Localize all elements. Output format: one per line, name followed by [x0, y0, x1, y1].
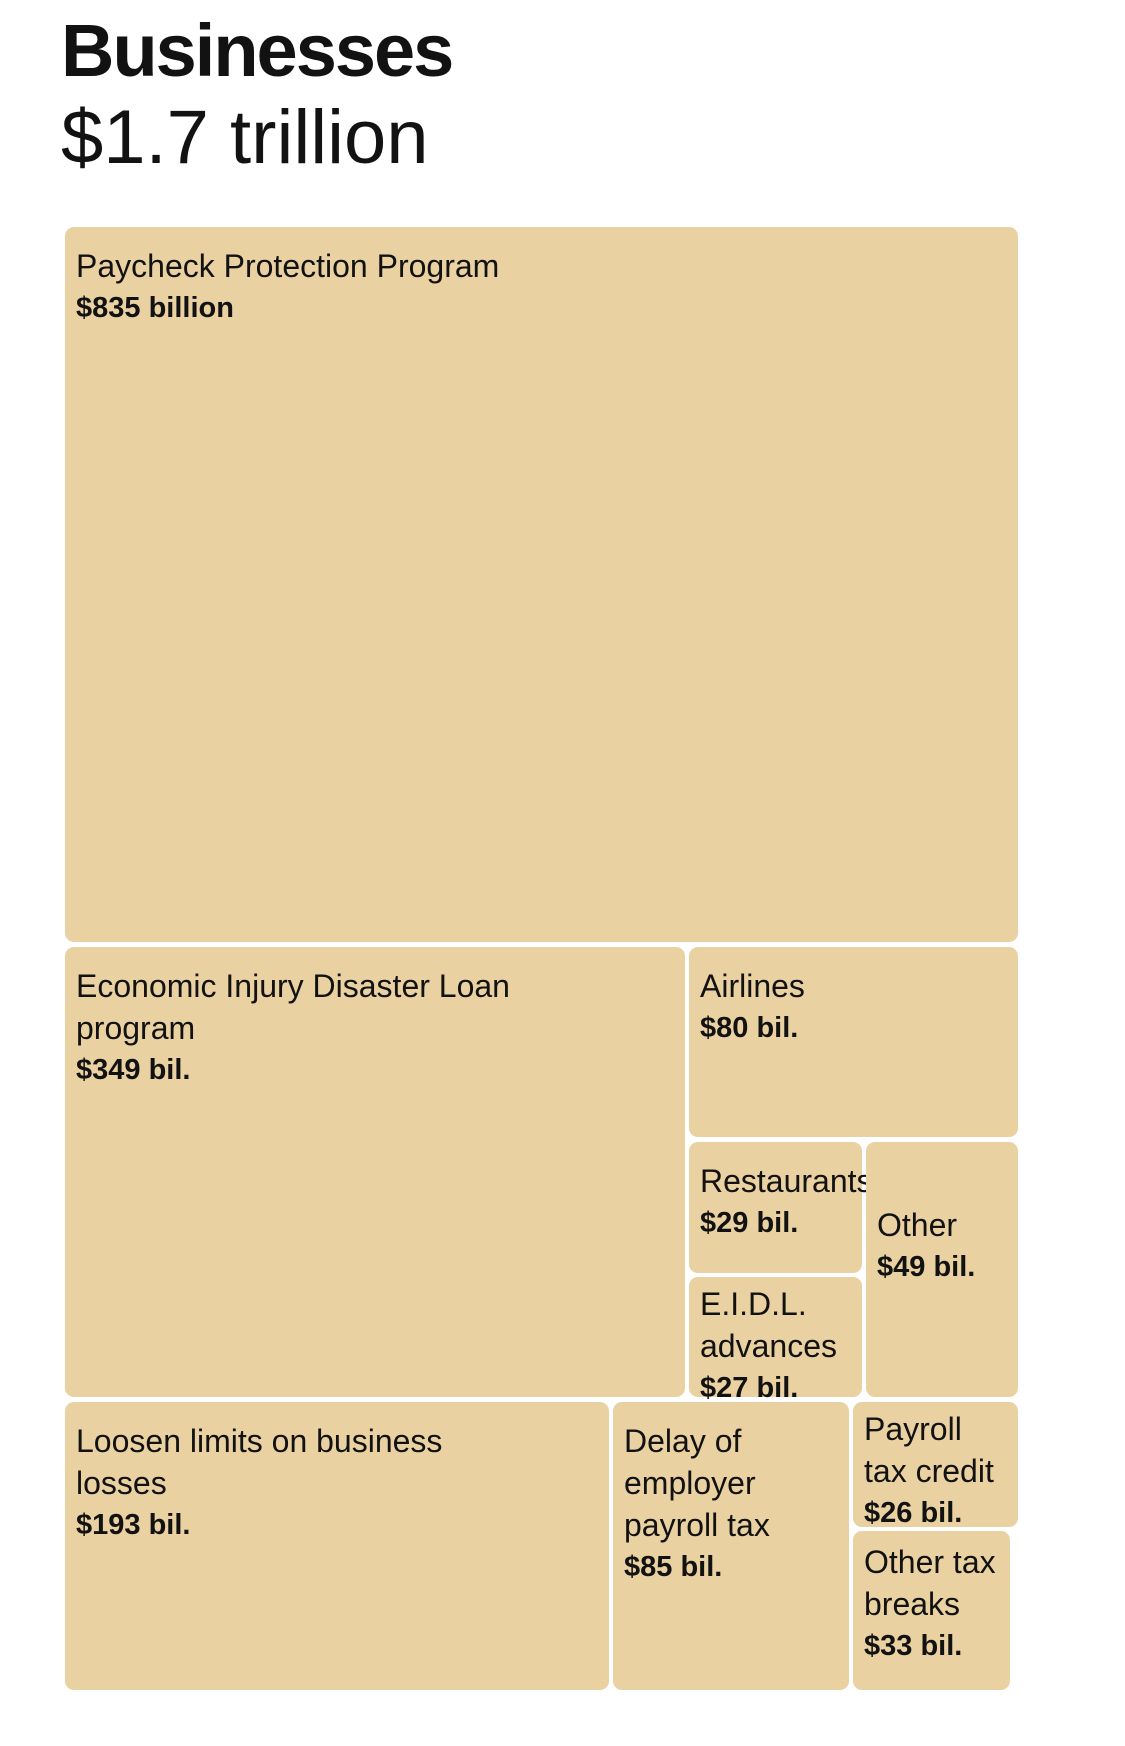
tile-value: $193 bil. — [76, 1509, 191, 1541]
tile-value: $33 bil. — [864, 1630, 963, 1662]
tile-label: Delay of employer payroll tax — [624, 1423, 770, 1543]
treemap-tile-payroll-credit: Payroll tax credit $26 bil. — [853, 1402, 1018, 1529]
treemap-tile-restaurants: Restaurants $29 bil. — [689, 1142, 873, 1273]
treemap-tile-eidl: Economic Injury Disaster Loan program $34… — [65, 947, 685, 1397]
tile-value: $26 bil. — [864, 1497, 963, 1529]
chart-title: Businesses — [61, 9, 454, 92]
tile-label: Airlines — [700, 968, 805, 1004]
treemap-tile-other-tax: Other tax breaks $33 bil. — [853, 1531, 1010, 1690]
treemap-tile-eidl-adv: E.I.D.L. advances $27 bil. — [689, 1277, 862, 1404]
tile-label: Restaurants — [700, 1163, 873, 1199]
treemap-tile-other: Other $49 bil. — [866, 1142, 1018, 1397]
tile-value: $349 bil. — [76, 1054, 191, 1086]
tile-value: $27 bil. — [700, 1372, 799, 1404]
tile-label: E.I.D.L. advances — [700, 1286, 837, 1364]
tile-label: Payroll tax credit — [864, 1411, 994, 1489]
tile-value: $49 bil. — [877, 1251, 976, 1283]
tile-label: Other tax breaks — [864, 1544, 996, 1622]
tile-value: $85 bil. — [624, 1551, 723, 1583]
tile-value: $29 bil. — [700, 1207, 799, 1239]
tile-label: Paycheck Protection Program — [76, 248, 500, 284]
treemap-tile-payroll-delay: Delay of employer payroll tax $85 bil. — [613, 1402, 849, 1690]
treemap-tile-ppp: Paycheck Protection Program $835 billion — [65, 227, 1018, 942]
chart-total: $1.7 trillion — [61, 95, 429, 180]
tile-label: Loosen limits on business losses — [76, 1423, 443, 1501]
treemap-tile-loss-limits: Loosen limits on business losses $193 bil… — [65, 1402, 609, 1690]
treemap-tile-airlines: Airlines $80 bil. — [689, 947, 1018, 1137]
tile-label: Other — [877, 1207, 958, 1243]
tile-value: $835 billion — [76, 292, 234, 324]
tile-label: Economic Injury Disaster Loan program — [76, 968, 510, 1046]
tile-value: $80 bil. — [700, 1012, 799, 1044]
